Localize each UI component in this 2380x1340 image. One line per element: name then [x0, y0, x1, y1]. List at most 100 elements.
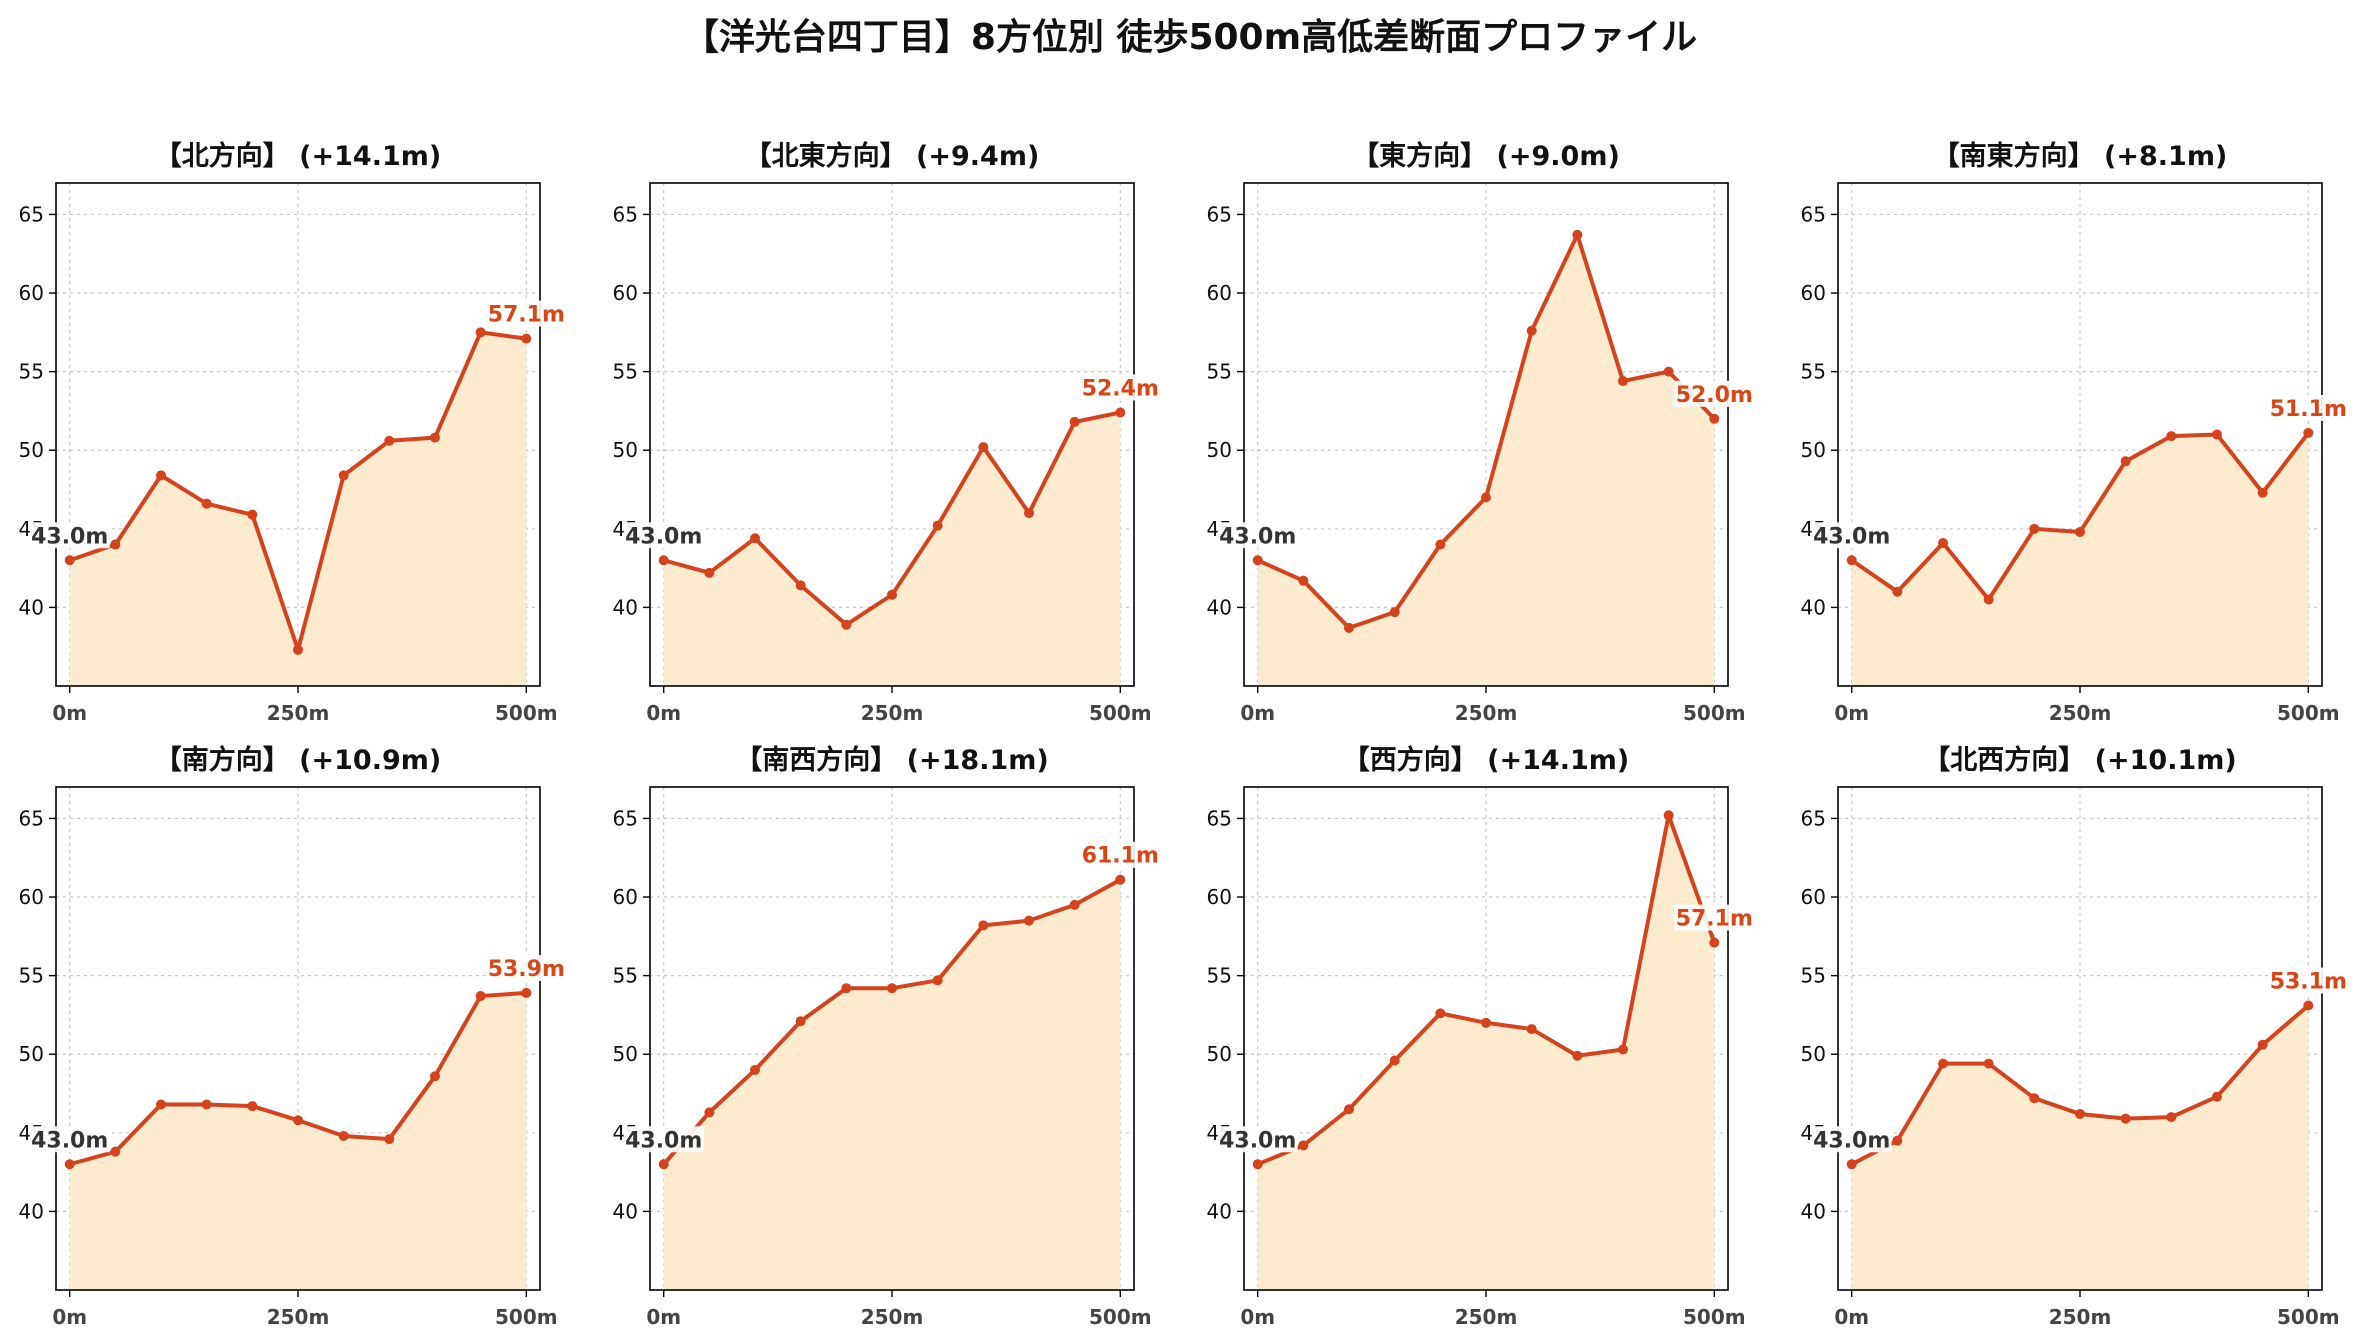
- data-point: [2303, 1000, 2314, 1011]
- y-tick-label: 50: [1801, 438, 1826, 462]
- data-point: [658, 555, 669, 566]
- x-tick-label: 250m: [2049, 701, 2112, 725]
- x-tick-label: 500m: [1683, 701, 1746, 725]
- panel-0: 【北方向】 (+14.1m)4045505560650m250m500m43.0…: [19, 140, 567, 725]
- data-point: [384, 1134, 395, 1145]
- end-label: 52.0m: [1676, 383, 1753, 408]
- data-point: [2029, 1093, 2040, 1104]
- area-fill: [69, 332, 527, 686]
- x-tick-label: 250m: [267, 701, 330, 725]
- data-point: [1023, 915, 1034, 926]
- data-point: [750, 533, 761, 544]
- start-label-bg: [1811, 1126, 1892, 1153]
- y-tick-label: 55: [1207, 360, 1232, 384]
- x-tick-label: 0m: [52, 701, 87, 725]
- y-tick-label: 65: [1801, 806, 1826, 830]
- end-label: 51.1m: [2270, 397, 2347, 422]
- end-label: 57.1m: [488, 303, 565, 328]
- y-tick-label: 65: [19, 202, 44, 226]
- end-label: 53.9m: [488, 957, 565, 982]
- data-point: [1663, 810, 1674, 821]
- data-point: [658, 1159, 669, 1170]
- data-point: [795, 580, 806, 591]
- end-label-bg: [1080, 374, 1161, 401]
- data-point: [1709, 413, 1720, 424]
- data-point: [2211, 1091, 2222, 1102]
- panel-2: 【東方向】 (+9.0m)4045505560650m250m500m43.0m…: [1207, 140, 1755, 725]
- y-tick-label: 65: [1207, 806, 1232, 830]
- end-label: 52.4m: [1082, 376, 1159, 401]
- x-tick-label: 250m: [267, 1305, 330, 1329]
- data-point: [521, 987, 532, 998]
- panel-title: 【北西方向】 (+10.1m): [1923, 744, 2236, 776]
- area-fill: [1257, 234, 1715, 686]
- y-tick-label: 50: [613, 438, 638, 462]
- y-tick-label: 40: [1207, 595, 1232, 619]
- start-label: 43.0m: [625, 1128, 702, 1153]
- x-tick-label: 0m: [646, 701, 681, 725]
- y-tick-label: 65: [613, 202, 638, 226]
- x-tick-label: 500m: [495, 701, 558, 725]
- data-point: [1617, 1044, 1628, 1055]
- data-point: [2211, 429, 2222, 440]
- y-tick-label: 55: [1801, 360, 1826, 384]
- data-point: [932, 975, 943, 986]
- end-label-bg: [486, 300, 567, 327]
- data-point: [978, 442, 989, 453]
- y-tick-label: 60: [1207, 281, 1232, 305]
- start-label: 43.0m: [1813, 524, 1890, 549]
- y-tick-label: 40: [613, 1199, 638, 1223]
- data-point: [110, 539, 121, 550]
- panel-title: 【南西方向】 (+18.1m): [735, 744, 1048, 776]
- data-point: [110, 1146, 121, 1157]
- x-tick-label: 0m: [1240, 701, 1275, 725]
- data-point: [1389, 607, 1400, 618]
- y-tick-label: 60: [1207, 885, 1232, 909]
- data-point: [1983, 594, 1994, 605]
- data-point: [1617, 376, 1628, 387]
- x-tick-label: 0m: [1240, 1305, 1275, 1329]
- data-point: [887, 589, 897, 600]
- data-point: [338, 470, 349, 481]
- data-point: [201, 1099, 212, 1110]
- data-point: [1069, 416, 1080, 427]
- panel-5: 【南西方向】 (+18.1m)4045505560650m250m500m43.…: [613, 744, 1161, 1329]
- start-label-bg: [1217, 522, 1298, 549]
- panel-title: 【南東方向】 (+8.1m): [1933, 140, 2228, 172]
- data-point: [1938, 537, 1949, 548]
- y-tick-label: 40: [1801, 595, 1826, 619]
- figure-title: 【洋光台四丁目】8方位別 徒歩500m高低差断面プロファイル: [682, 17, 1698, 58]
- panel-6: 【西方向】 (+14.1m)4045505560650m250m500m43.0…: [1207, 744, 1755, 1329]
- data-point: [1069, 899, 1080, 910]
- data-point: [1344, 1104, 1355, 1115]
- data-point: [1389, 1055, 1400, 1066]
- area-fill: [1851, 432, 2309, 686]
- panel-title: 【東方向】 (+9.0m): [1352, 140, 1620, 172]
- y-tick-label: 50: [1207, 1042, 1232, 1066]
- start-label: 43.0m: [1813, 1128, 1890, 1153]
- data-point: [475, 991, 486, 1002]
- data-point: [1892, 1135, 1903, 1146]
- data-point: [932, 520, 943, 531]
- y-tick-label: 40: [19, 595, 44, 619]
- data-point: [1709, 937, 1720, 948]
- data-point: [978, 920, 989, 931]
- area-fill: [663, 879, 1121, 1290]
- area-fill: [69, 992, 527, 1290]
- data-point: [2257, 487, 2268, 498]
- data-point: [1572, 229, 1583, 240]
- y-tick-label: 65: [19, 806, 44, 830]
- x-tick-label: 500m: [2277, 1305, 2340, 1329]
- data-point: [1115, 874, 1126, 885]
- data-point: [704, 1107, 715, 1118]
- start-label-bg: [623, 522, 704, 549]
- data-point: [1115, 407, 1126, 418]
- data-point: [1846, 555, 1857, 566]
- data-point: [521, 333, 532, 344]
- y-tick-label: 50: [613, 1042, 638, 1066]
- data-point: [2075, 1108, 2085, 1119]
- data-point: [2029, 523, 2040, 534]
- x-tick-label: 500m: [1089, 1305, 1152, 1329]
- y-tick-label: 40: [1207, 1199, 1232, 1223]
